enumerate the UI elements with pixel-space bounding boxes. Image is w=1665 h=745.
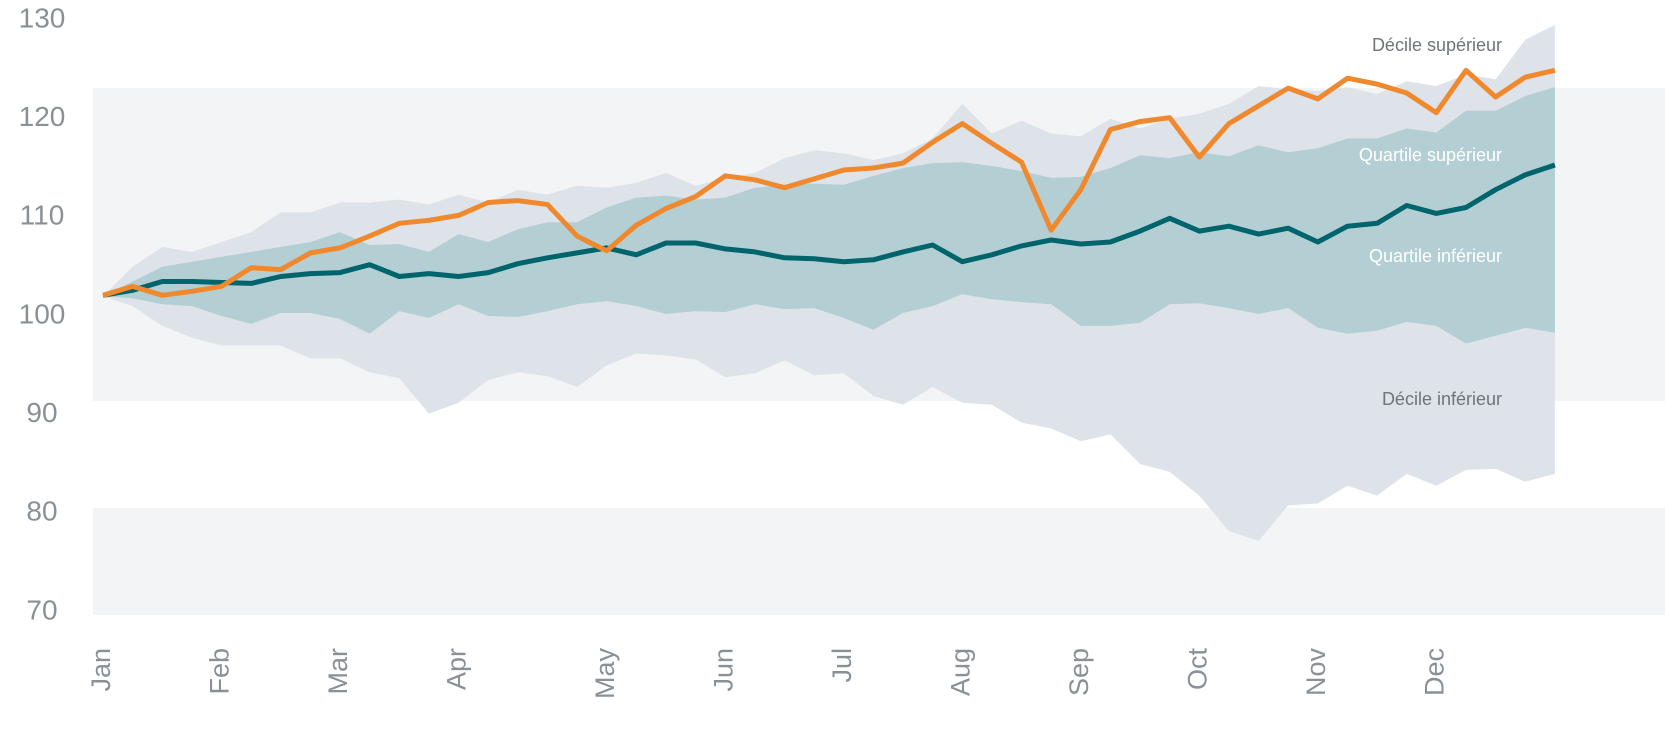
x-tick-label: Nov: [1301, 648, 1331, 697]
x-tick-label: Jun: [708, 648, 738, 692]
x-tick-label: Apr: [442, 648, 472, 690]
x-tick-label: Dec: [1419, 648, 1449, 696]
background-stripe: [93, 508, 1665, 615]
band-label: Décile inférieur: [1382, 389, 1502, 409]
x-tick-label: Jan: [86, 648, 116, 692]
band-label: Décile supérieur: [1372, 35, 1502, 55]
band: [103, 87, 1555, 344]
y-tick-label: 90: [26, 397, 57, 428]
x-tick-label: Aug: [945, 648, 975, 696]
line: [102, 162, 1556, 298]
x-tick-label: Feb: [205, 648, 235, 695]
band-label: Quartile supérieur: [1359, 145, 1502, 165]
y-tick-label: 100: [19, 298, 66, 329]
band-label: Quartile inférieur: [1369, 246, 1502, 266]
y-tick-label: 120: [19, 101, 66, 132]
y-tick-label: 70: [26, 594, 57, 625]
x-tick-label: May: [590, 648, 620, 700]
y-tick-label: 80: [26, 496, 57, 527]
plot-area: [102, 24, 1556, 541]
y-tick-label: 130: [19, 2, 66, 33]
x-tick-label: Mar: [323, 648, 353, 695]
line: [102, 67, 1556, 298]
y-tick-label: 110: [20, 200, 65, 231]
x-tick-label: Jul: [827, 648, 857, 683]
x-tick-label: Sep: [1064, 648, 1094, 696]
x-tick-label: Oct: [1182, 648, 1212, 691]
